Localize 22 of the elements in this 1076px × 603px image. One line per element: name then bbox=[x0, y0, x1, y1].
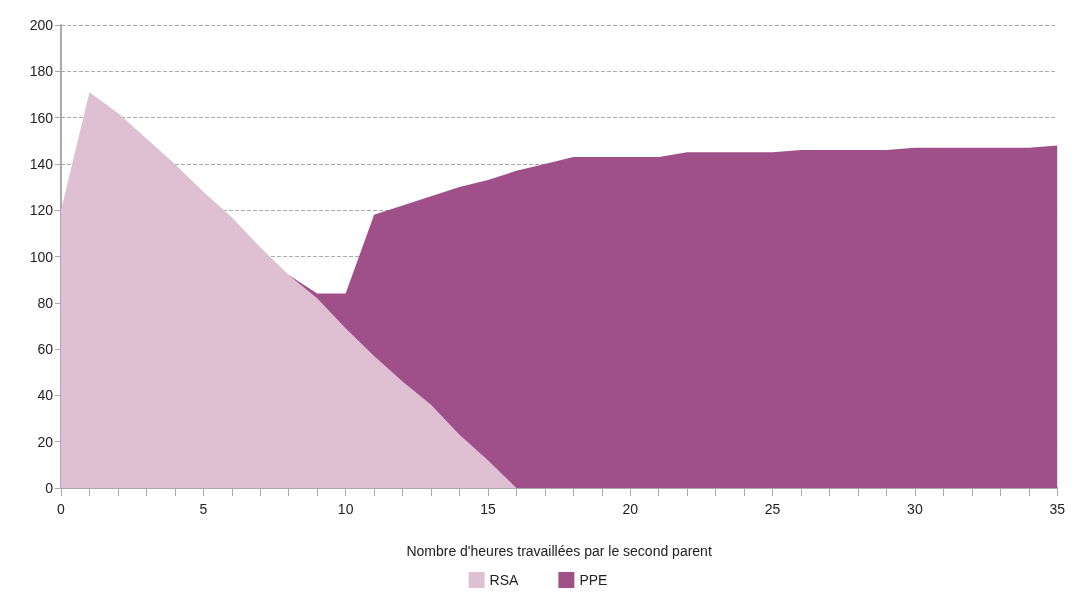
y-tick-label: 100 bbox=[29, 248, 54, 265]
legend-label: RSA bbox=[489, 572, 520, 588]
x-tick-label: 10 bbox=[337, 501, 354, 517]
y-tick-label: 40 bbox=[37, 387, 54, 404]
x-tick-label: 0 bbox=[57, 501, 66, 517]
x-axis-title: Nombre d'heures travaillées par le second parent bbox=[406, 543, 712, 559]
x-tick-label: 20 bbox=[622, 501, 639, 517]
y-tick-label: 140 bbox=[29, 155, 54, 172]
y-tick-label: 20 bbox=[37, 433, 54, 450]
x-tick-label: 5 bbox=[199, 501, 208, 517]
y-tick-label: 80 bbox=[37, 294, 54, 311]
y-tick-label: 120 bbox=[29, 202, 54, 219]
x-tick-label: 15 bbox=[480, 501, 496, 517]
y-tick-label: 160 bbox=[29, 109, 54, 126]
legend-label: PPE bbox=[579, 572, 608, 588]
x-tick-label: 30 bbox=[907, 501, 923, 517]
y-tick-label: 60 bbox=[37, 341, 54, 358]
y-tick-label: 0 bbox=[45, 480, 54, 496]
y-tick-label: 180 bbox=[29, 63, 54, 80]
y-tick-label: 200 bbox=[29, 17, 54, 33]
x-tick-label: 25 bbox=[764, 501, 781, 517]
x-tick-label: 35 bbox=[1049, 501, 1066, 517]
